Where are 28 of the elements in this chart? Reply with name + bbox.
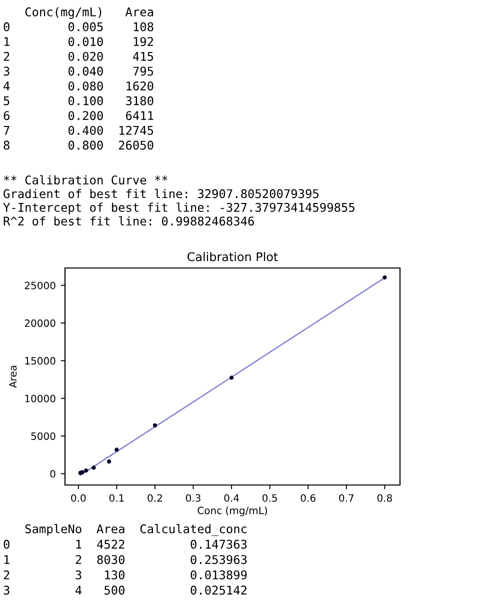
point (84, 468, 88, 473)
y-axis-title: Area (9, 366, 17, 388)
text: ** Calibration Curve ** Gradient of best fit line: 32907.80520079395 Y-Intercept of best fit line: -327.37973414599855 R^2 of best fit line: 0.99882468346 (3, 175, 354, 226)
x-tick-label: 0.6 (300, 494, 316, 502)
point (382, 275, 387, 280)
x-tick-label: 0.4 (224, 494, 239, 502)
x-tick-label: 0.8 (377, 494, 392, 502)
text: Conc(mg/mL) Area 0 0.005 108 1 0.010 192 2 0.020 415 3 0.040 795 4 0.080 1620 5 0.100 3180 6 0.200 6411 7 0.400 12745 8 0.800 26050 (4, 7, 154, 150)
point (106, 459, 112, 464)
y-tick-label: 5000 (31, 432, 56, 440)
x-tick-label: 0.0 (71, 494, 86, 502)
x-tick-label: 0.3 (186, 494, 200, 502)
point (229, 376, 234, 380)
y-tick-label: 25000 (24, 282, 56, 290)
x-axis-title: Conc (mg/mL) (198, 506, 267, 516)
x-tick-label: 0.5 (262, 494, 277, 502)
y-tick-label: 10000 (25, 394, 56, 402)
y-tick-label: 15000 (25, 357, 56, 365)
chart-title: Calibration Plot (188, 252, 278, 262)
x-tick-label: 0.7 (339, 494, 354, 502)
text: SampleNo Area Calculated_conc 0 1 4522 0.147363 1 2 8030 0.253963 2 3 130 0.013899 3 4 500 0.025142 (4, 524, 247, 595)
x-tick-label: 0.2 (148, 494, 162, 502)
point (114, 448, 119, 452)
y-tick-label: 20000 (24, 319, 56, 327)
point (92, 466, 96, 470)
y-tick-label: 0 (50, 470, 56, 478)
point (152, 423, 158, 428)
x-tick-label: 0.1 (109, 494, 124, 502)
